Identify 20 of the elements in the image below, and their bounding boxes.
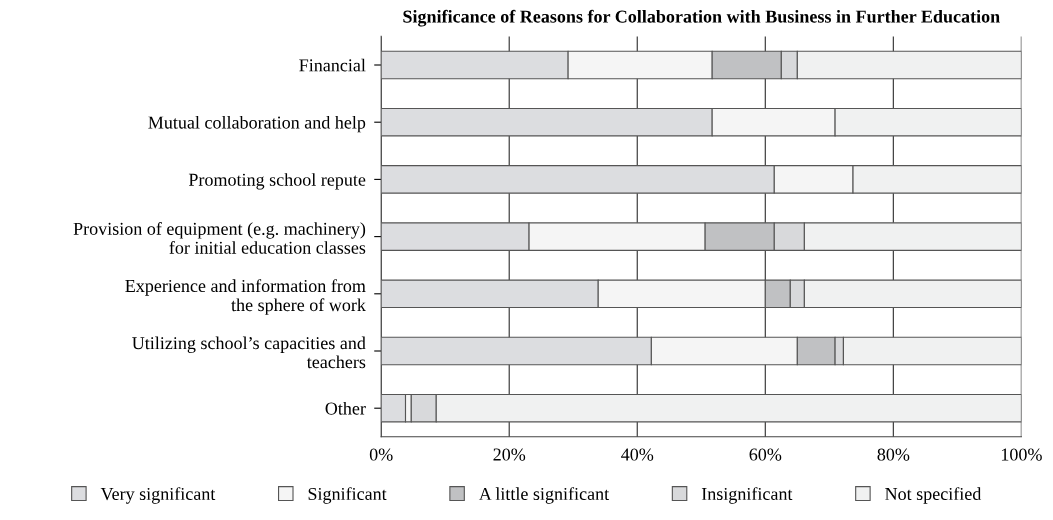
x-tick-label: 100% <box>1001 448 1042 461</box>
x-tick-label: 80% <box>877 448 910 461</box>
x-tick-label: 60% <box>749 448 782 461</box>
y-tick-label: Experience and information from the sphere of work <box>125 279 366 315</box>
y-tick-label: Promoting school repute <box>188 173 366 190</box>
y-tick-label: Other <box>325 401 366 415</box>
y-tick-label: Financial <box>299 58 366 72</box>
legend-label: Very significant <box>100 487 216 504</box>
legend-label: Significant <box>308 487 387 504</box>
legend-label: Insignificant <box>701 487 793 504</box>
legend-label: Not specified <box>885 487 982 504</box>
chart-title: Significance of Reasons for Collaboration with Business in Further Education <box>403 9 1000 27</box>
bar <box>381 393 407 423</box>
y-tick-label: Utilizing school’s capacities and teachers <box>132 336 366 369</box>
x-tick-label: 0% <box>369 448 393 461</box>
y-tick-label: Provision of equipment (e.g. machinery) for initial education classes <box>73 222 366 254</box>
legend-label: A little significant <box>478 487 610 504</box>
x-tick-label: 20% <box>493 448 526 461</box>
x-tick-label: 40% <box>621 448 654 461</box>
y-tick-label: Mutual collaboration and help <box>148 115 366 133</box>
